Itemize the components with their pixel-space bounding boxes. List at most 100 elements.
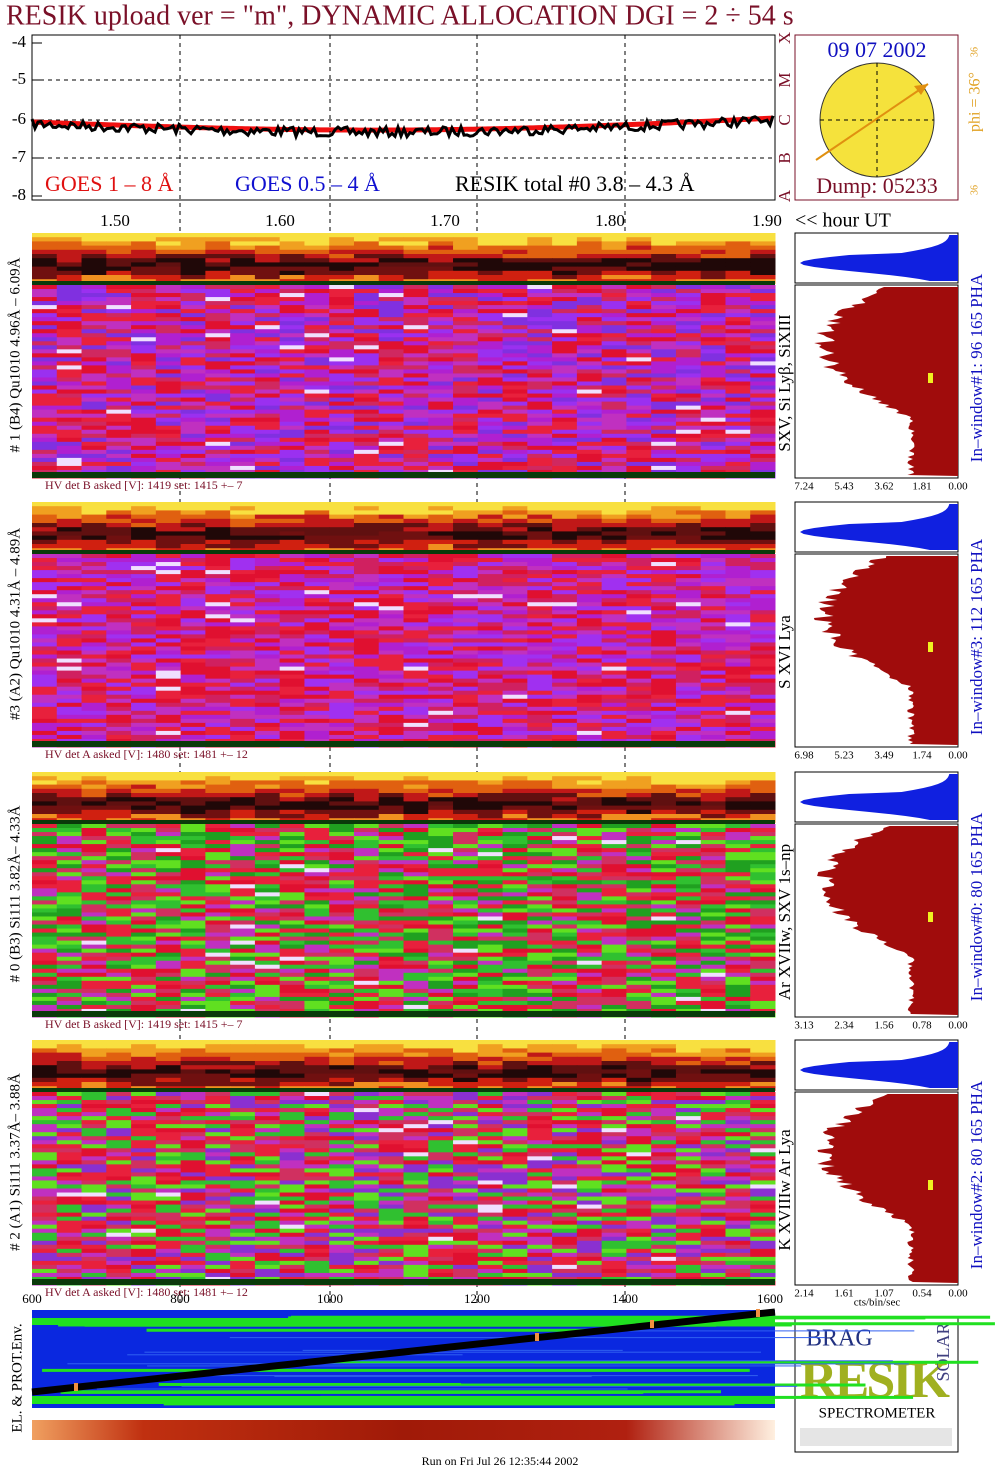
- spectrogram-cell: [626, 405, 652, 411]
- spectrogram-cell: [552, 634, 578, 639]
- spectrogram-cell: [675, 904, 702, 909]
- spectrogram-cell: [329, 441, 355, 447]
- spectrogram-cell: [353, 710, 380, 716]
- spectrogram-cell: [700, 539, 726, 545]
- spectrogram-cell: [552, 586, 578, 591]
- spectrogram-cell: [230, 461, 256, 467]
- spectrogram-cell: [750, 706, 776, 712]
- spectrogram-cell: [329, 694, 355, 700]
- spectrogram-cell: [56, 385, 83, 391]
- spectrogram-cell: [279, 642, 305, 647]
- spectrogram-cell: [155, 832, 182, 837]
- spectrogram-cell: [750, 333, 776, 338]
- spectrogram-cell: [155, 437, 182, 443]
- spectrogram-cell: [576, 904, 603, 909]
- spectrogram-cell: [453, 341, 479, 346]
- spectrogram-cell: [279, 301, 305, 306]
- spectrogram-cell: [131, 788, 157, 794]
- spectrogram-cell: [254, 714, 281, 720]
- spectrogram-cell: [700, 932, 726, 938]
- spectrogram-cell: [180, 876, 206, 881]
- spectrogram-cell: [254, 429, 281, 435]
- spectrogram-cell: [304, 618, 330, 623]
- spectrogram-cell: [353, 506, 380, 511]
- spectrogram-cell: [675, 586, 702, 591]
- spectrogram-cell: [230, 527, 256, 532]
- spectrogram-cell: [230, 417, 256, 423]
- spectrogram-cell: [304, 706, 330, 712]
- spectrogram-cell: [601, 590, 627, 595]
- spectrogram-cell: [527, 309, 553, 314]
- spectrogram-cell: [180, 860, 206, 865]
- spectrogram-cell: [428, 385, 454, 391]
- spectrogram-cell: [601, 397, 627, 403]
- spectrogram-cell: [56, 413, 83, 419]
- spectrogram-cell: [180, 566, 206, 571]
- spectrogram-cell: [428, 805, 454, 811]
- spectrogram-cell: [180, 772, 206, 777]
- spectrogram-cell: [552, 784, 578, 790]
- spectrogram-cell: [502, 920, 528, 926]
- spectrogram-cell: [378, 824, 404, 829]
- spectrogram-cell: [626, 373, 652, 378]
- spectrogram-cell: [131, 574, 157, 579]
- spectrogram-cell: [453, 844, 479, 849]
- spectrogram-cell: [601, 920, 627, 926]
- spectrogram-cell: [205, 544, 231, 549]
- spectrogram-cell: [675, 674, 702, 680]
- spectrogram-cell: [254, 562, 281, 567]
- spectrogram-cell: [131, 702, 157, 708]
- spectrogram-cell: [353, 582, 380, 587]
- spectrogram-cell: [32, 429, 58, 435]
- spectrogram-cell: [675, 638, 702, 643]
- spectrogram-cell: [403, 249, 429, 255]
- spectrogram-cell: [180, 698, 206, 704]
- spectrogram-cell: [502, 710, 528, 716]
- spectrogram-cell: [131, 880, 157, 885]
- spectrogram-cell: [131, 361, 157, 366]
- spectrogram-cell: [576, 305, 603, 310]
- spectrogram-cell: [675, 417, 702, 423]
- spectrogram-cell: [675, 814, 702, 819]
- spectrogram-cell: [180, 429, 206, 435]
- spectrogram-cell: [527, 598, 553, 603]
- spectrogram-cell: [477, 377, 504, 382]
- spectrogram-cell: [626, 523, 652, 528]
- spectrogram-cell: [56, 844, 83, 849]
- spectrogram-cell: [403, 329, 429, 334]
- spectrogram-cell: [675, 297, 702, 302]
- spectrogram-cell: [205, 270, 231, 276]
- spectrogram-cell: [502, 714, 528, 720]
- spectrogram-cell: [700, 266, 726, 272]
- spectrogram-cell: [527, 502, 553, 507]
- sun-phi: phi = 36°: [967, 72, 984, 132]
- spectrogram-cell: [502, 814, 528, 819]
- spectrogram-cell: [56, 793, 83, 798]
- spectrogram-cell: [254, 258, 281, 263]
- spectrogram-cell: [502, 678, 528, 684]
- spectrogram-cell: [750, 772, 776, 777]
- spectrogram-cell: [725, 381, 751, 387]
- spectrogram-cell: [180, 457, 206, 463]
- spectrogram-cell: [106, 932, 132, 938]
- spectrogram-cell: [279, 864, 305, 869]
- spectrogram-cell: [453, 610, 479, 615]
- spectrogram-cell: [254, 706, 281, 712]
- spectrogram-cell: [155, 285, 182, 290]
- spectrogram-cell: [131, 506, 157, 511]
- spectrogram-cell: [131, 441, 157, 447]
- spectrogram-cell: [106, 828, 132, 833]
- spectrogram-cell: [428, 349, 454, 354]
- spectrogram-cell: [378, 936, 404, 942]
- spectrogram-cell: [254, 876, 281, 881]
- spectrogram-cell: [700, 325, 726, 330]
- spectrogram-cell: [279, 539, 305, 545]
- spectrogram-cell: [81, 618, 107, 623]
- spectrogram-cell: [329, 884, 355, 889]
- spectrogram-cell: [329, 662, 355, 668]
- spectrogram-cell: [304, 413, 330, 419]
- spectrogram-cell: [403, 289, 429, 294]
- spectrogram-cell: [378, 666, 404, 672]
- spectrogram-cell: [552, 702, 578, 708]
- spectrogram-cell: [32, 590, 58, 595]
